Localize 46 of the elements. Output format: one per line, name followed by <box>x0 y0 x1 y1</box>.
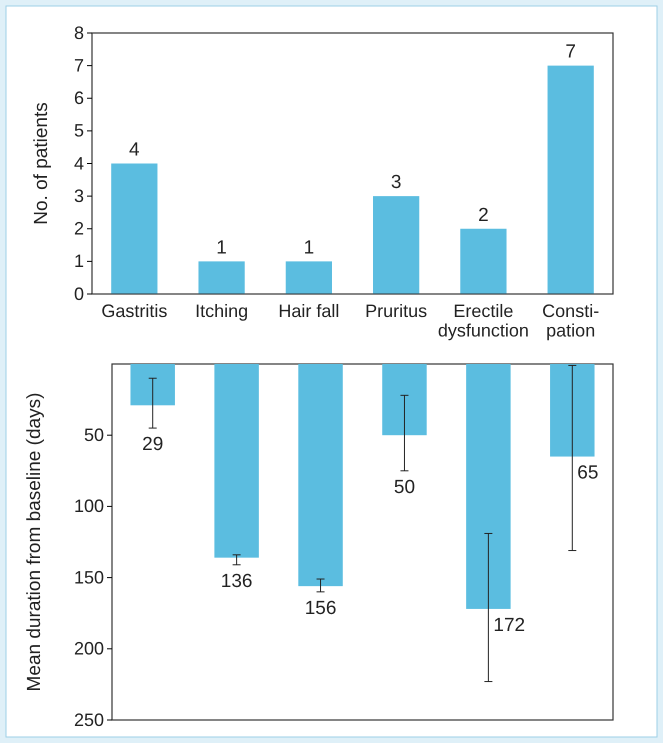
bar <box>286 261 332 294</box>
data-label: 7 <box>565 42 576 63</box>
y-tick-label: 150 <box>74 567 104 588</box>
bar <box>460 228 507 294</box>
bar <box>373 196 420 294</box>
x-tick-label: Gastritis <box>101 300 168 321</box>
bar <box>214 364 259 558</box>
bar <box>548 66 594 294</box>
y-axis-title: No. of patients <box>31 102 52 225</box>
y-tick-label: 8 <box>74 22 84 43</box>
bar <box>382 364 427 436</box>
y-tick-label: 200 <box>74 638 104 659</box>
data-label: 136 <box>220 570 252 592</box>
y-tick-label: 50 <box>84 424 104 445</box>
bar <box>298 364 343 586</box>
bar <box>550 364 595 457</box>
y-tick-label: 4 <box>74 153 84 174</box>
data-label: 3 <box>390 172 402 194</box>
y-tick-label: 100 <box>74 496 104 516</box>
y-tick-label: 0 <box>74 284 84 304</box>
data-label: 172 <box>493 614 526 636</box>
y-tick-label: 3 <box>74 186 84 206</box>
data-label: 65 <box>577 462 598 484</box>
data-label: 50 <box>394 476 416 498</box>
x-tick-label: Itching <box>195 300 248 321</box>
y-tick-label: 2 <box>74 218 84 239</box>
data-label: 4 <box>129 140 140 160</box>
bar <box>111 164 158 294</box>
data-label: 29 <box>142 434 164 456</box>
x-tick-label: Consti- pation <box>542 300 600 341</box>
bar <box>198 261 245 294</box>
bar <box>466 364 511 609</box>
y-axis-title: Mean duration from baseline (days) <box>24 392 45 692</box>
data-label: 156 <box>304 598 336 619</box>
y-tick-label: 7 <box>74 55 84 76</box>
y-tick-label: 250 <box>74 710 104 730</box>
x-tick-label: Hair fall <box>278 300 340 321</box>
y-tick-label: 6 <box>74 88 84 108</box>
bar <box>130 364 175 406</box>
data-label: 1 <box>216 237 227 258</box>
y-tick-label: 1 <box>74 251 84 272</box>
y-tick-label: 5 <box>74 120 84 141</box>
data-label: 2 <box>478 204 489 226</box>
x-tick-label: Pruritus <box>365 300 428 321</box>
data-label: 1 <box>304 237 314 258</box>
x-tick-label: Erectile dysfunction <box>438 300 529 341</box>
